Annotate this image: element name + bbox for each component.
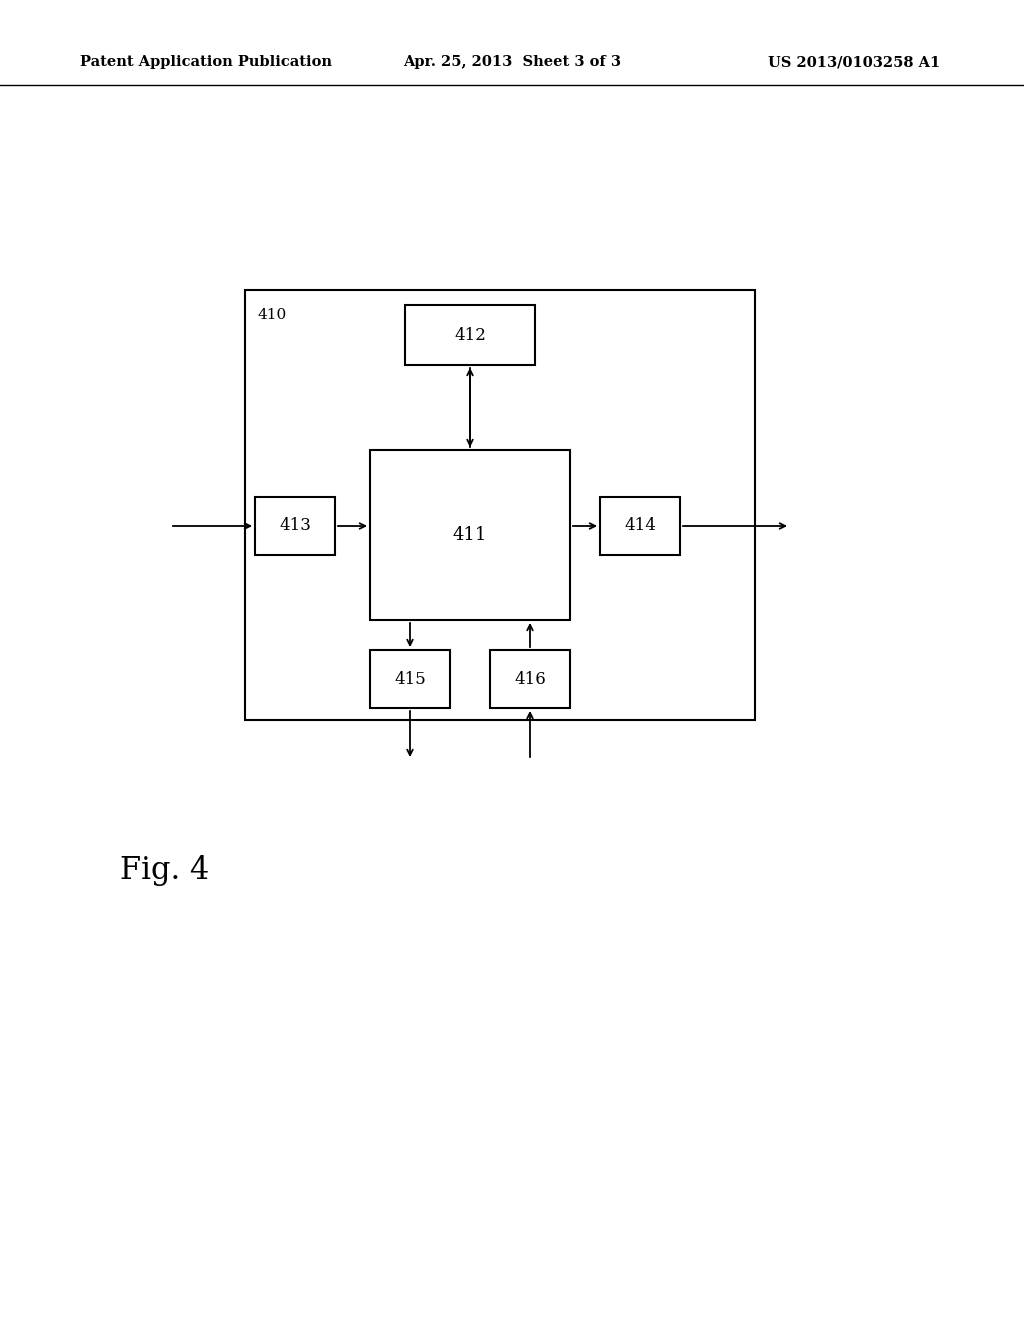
Text: 410: 410 (258, 308, 288, 322)
Bar (255, 498, 335, 554)
Bar (490, 649, 570, 708)
Bar (600, 498, 680, 554)
Text: 415: 415 (394, 671, 426, 688)
Text: Fig. 4: Fig. 4 (120, 854, 209, 886)
Text: 414: 414 (624, 517, 656, 535)
Bar (245, 290, 755, 719)
Text: 412: 412 (454, 326, 486, 343)
Text: 413: 413 (280, 517, 311, 535)
Bar (370, 649, 450, 708)
Text: Patent Application Publication: Patent Application Publication (80, 55, 332, 69)
Bar (406, 305, 535, 366)
Text: 416: 416 (514, 671, 546, 688)
Text: 411: 411 (453, 525, 487, 544)
Text: Apr. 25, 2013  Sheet 3 of 3: Apr. 25, 2013 Sheet 3 of 3 (403, 55, 621, 69)
Bar (370, 450, 570, 620)
Text: US 2013/0103258 A1: US 2013/0103258 A1 (768, 55, 940, 69)
